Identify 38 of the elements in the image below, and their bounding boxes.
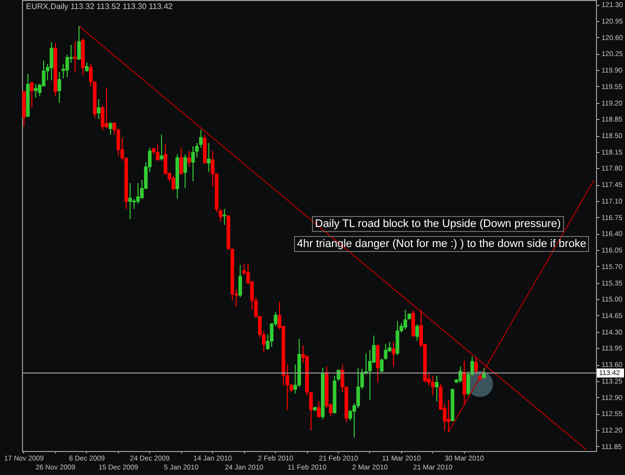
- candlestick: [132, 198, 136, 210]
- candlestick: [73, 41, 77, 72]
- candlestick: [431, 375, 435, 396]
- candlestick: [446, 400, 450, 432]
- candlestick: [85, 62, 89, 72]
- candlestick: [462, 360, 466, 406]
- candlestick: [172, 175, 176, 191]
- candlestick: [30, 82, 34, 108]
- candlestick: [183, 154, 187, 188]
- candlestick: [356, 367, 360, 409]
- annotation: Daily TL road block to the Upside (Down pressure): [312, 216, 564, 232]
- candlestick: [238, 264, 242, 298]
- candlestick: [411, 309, 415, 338]
- candlestick: [206, 142, 211, 172]
- candlestick: [415, 324, 419, 342]
- candlestick: [396, 320, 400, 356]
- candlestick: [392, 342, 396, 367]
- candlestick: [404, 309, 408, 330]
- candlestick: [34, 84, 38, 98]
- candlestick: [317, 400, 321, 418]
- candlestick: [434, 375, 439, 402]
- candlestick: [104, 88, 108, 130]
- candlestick: [96, 98, 100, 120]
- candlestick: [58, 71, 62, 104]
- candlestick: [222, 208, 226, 226]
- candlestick: [160, 134, 164, 162]
- candlestick: [108, 121, 112, 136]
- candlestick: [156, 144, 160, 162]
- candlestick: [191, 146, 195, 182]
- chart-title: EURX,Daily 113.32 113.52 113.30 113.42: [26, 2, 173, 11]
- candlestick: [77, 26, 81, 60]
- candlestick: [187, 150, 191, 168]
- candlestick: [474, 357, 478, 375]
- candlestick: [50, 42, 54, 81]
- candlestick: [376, 344, 380, 383]
- candlestick: [179, 147, 184, 176]
- candlestick: [482, 368, 486, 380]
- candlestick: [128, 182, 132, 220]
